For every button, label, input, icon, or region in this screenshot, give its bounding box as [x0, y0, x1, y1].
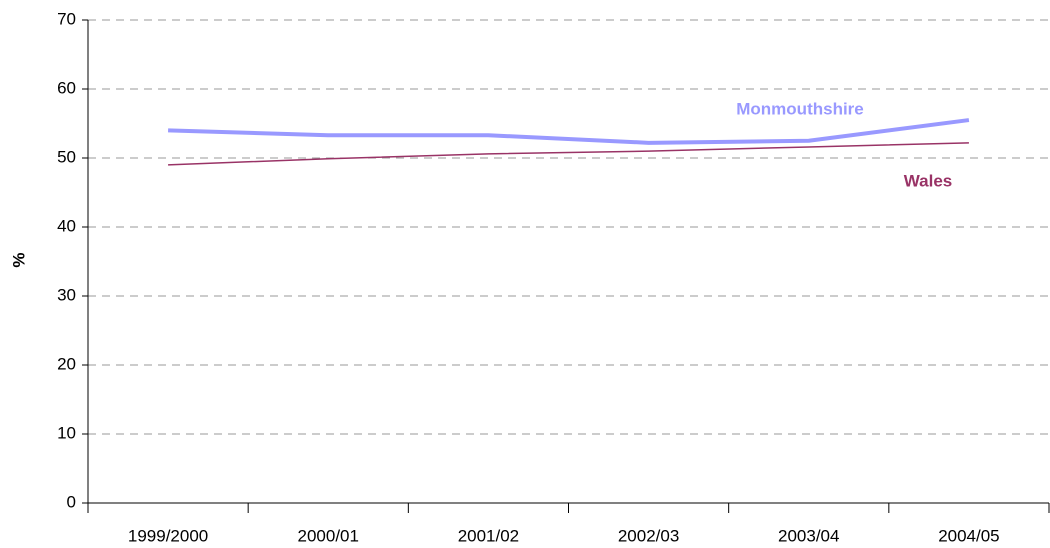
x-tick-label: 1999/2000 — [128, 526, 208, 545]
y-tick-label: 0 — [67, 492, 76, 511]
y-tick-label: 60 — [57, 78, 76, 97]
series-line — [168, 142, 969, 166]
y-tick-label: 10 — [57, 423, 76, 442]
series-label: Wales — [904, 171, 953, 190]
series-label: Monmouthshire — [736, 99, 864, 118]
y-tick-label: 70 — [57, 9, 76, 28]
x-tick-label: 2002/03 — [618, 526, 679, 545]
x-tick-label: 2003/04 — [778, 526, 839, 545]
series-line — [168, 118, 970, 145]
x-tick-label: 2001/02 — [458, 526, 519, 545]
y-axis-label: % — [9, 252, 28, 267]
y-tick-label: 20 — [57, 354, 76, 373]
y-tick-label: 50 — [57, 147, 76, 166]
x-tick-label: 2004/05 — [938, 526, 999, 545]
x-tick-label: 2000/01 — [298, 526, 359, 545]
y-tick-label: 30 — [57, 285, 76, 304]
y-tick-label: 40 — [57, 216, 76, 235]
